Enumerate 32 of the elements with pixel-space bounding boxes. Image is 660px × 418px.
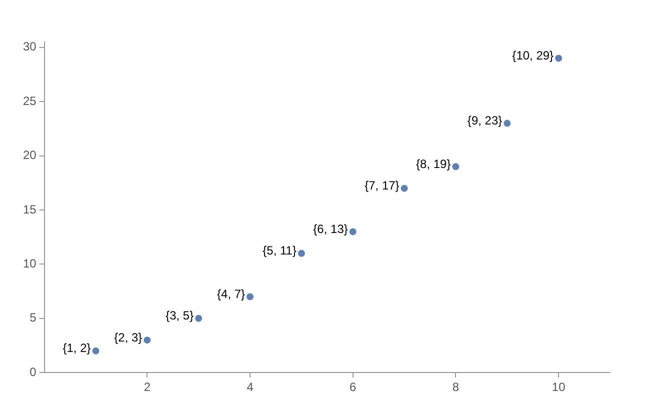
data-label: {7, 17} [364,178,400,193]
y-tick-label: 0 [30,364,37,379]
data-label: {2, 3} [114,330,142,344]
y-tick-label: 30 [22,40,37,54]
x-tick-label: 10 [552,380,566,394]
x-tick-label: 2 [144,380,151,394]
x-tick-label: 8 [452,380,460,394]
data-label: {5, 11} [262,244,296,258]
point [504,120,511,127]
data-label: {6, 13} [313,222,348,236]
point [144,336,151,344]
y-tick-label: 10 [22,256,37,271]
data-label: {3, 5} [166,308,194,323]
data-label: {8, 19} [416,156,451,171]
data-label: {4, 7} [217,287,246,302]
point [452,163,460,170]
data-label: {1, 2} [62,341,91,356]
y-tick-label: 20 [22,148,37,162]
y-tick-label: 25 [22,94,37,108]
point [400,184,408,192]
point [555,54,562,62]
point [195,314,202,322]
point [92,347,100,354]
y-tick-label: 15 [22,202,37,216]
point [349,228,356,236]
point [298,250,305,257]
y-tick-label: 5 [30,310,37,325]
data-label: {9, 23} [467,114,502,128]
x-tick-label: 6 [350,380,357,394]
point [246,293,254,300]
x-tick-label: 4 [246,380,254,394]
data-label: {10, 29} [512,48,554,63]
